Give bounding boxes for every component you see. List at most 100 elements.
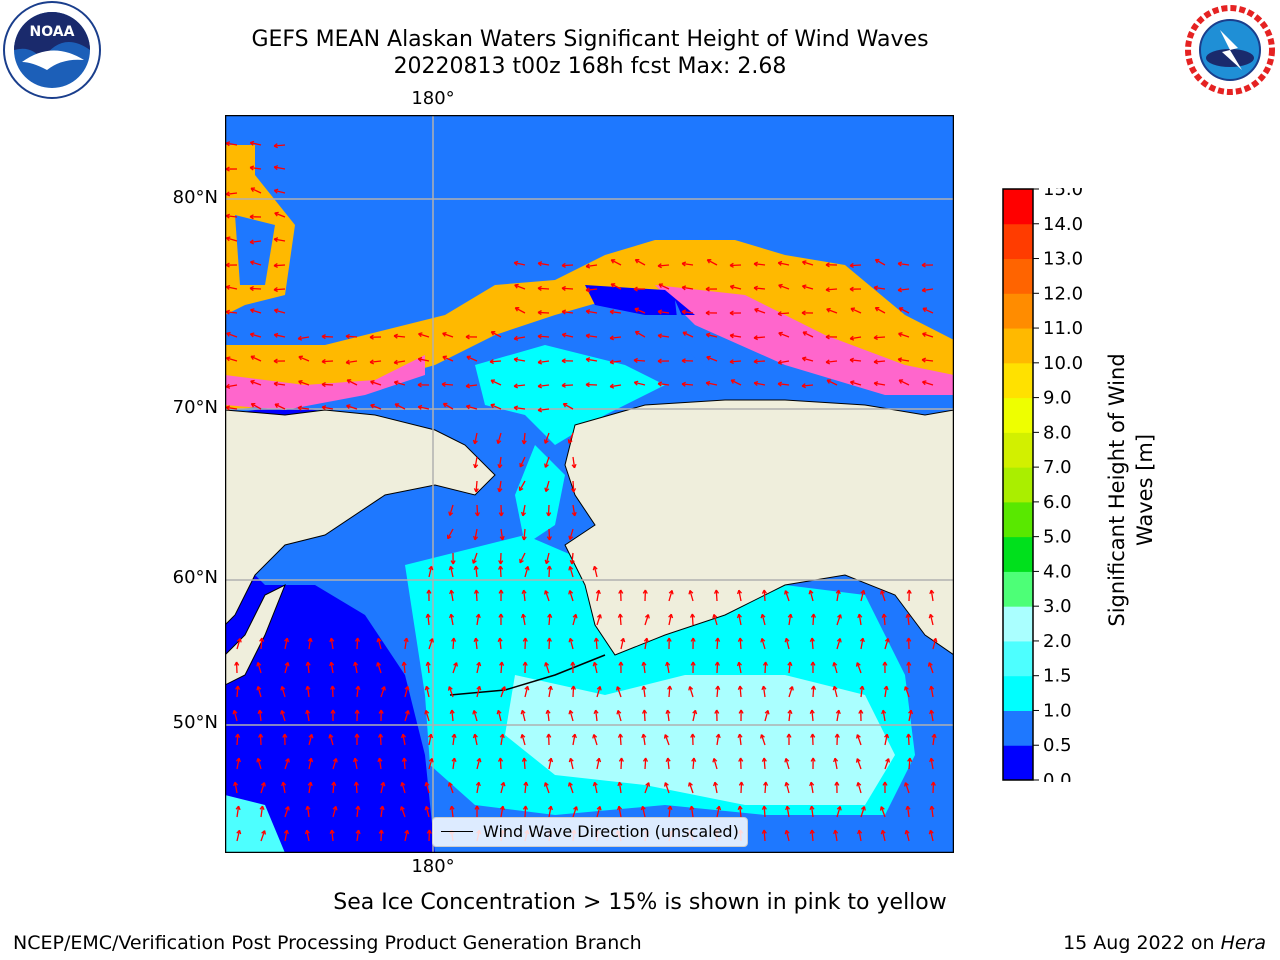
direction-arrow xyxy=(860,589,866,602)
direction-arrow xyxy=(737,685,743,698)
direction-arrow xyxy=(921,287,934,293)
direction-arrow xyxy=(712,781,719,794)
direction-arrow xyxy=(233,781,239,794)
direction-arrow xyxy=(544,480,550,493)
direction-arrow xyxy=(537,359,550,365)
direction-arrow xyxy=(634,330,646,338)
direction-arrow xyxy=(259,805,265,818)
direction-arrow xyxy=(568,637,574,650)
direction-arrow xyxy=(249,165,262,171)
direction-arrow xyxy=(377,757,383,770)
direction-arrow xyxy=(922,332,934,338)
direction-arrow xyxy=(906,637,912,650)
direction-arrow xyxy=(404,829,410,842)
direction-arrow xyxy=(354,733,360,746)
direction-arrow xyxy=(883,685,889,698)
footer-machine: Hera xyxy=(1220,932,1266,954)
footer-date: 15 Aug 2022 on Hera xyxy=(1063,932,1266,954)
direction-arrow xyxy=(273,237,286,243)
colorbar-segment xyxy=(1003,293,1033,329)
direction-arrow xyxy=(761,589,767,602)
direction-arrow xyxy=(524,565,530,578)
direction-arrow xyxy=(499,528,505,541)
direction-arrow xyxy=(353,757,359,770)
direction-arrow xyxy=(250,187,262,194)
direction-arrow xyxy=(369,334,382,340)
direction-arrow xyxy=(547,685,553,698)
direction-arrow xyxy=(760,734,766,746)
direction-arrow xyxy=(609,309,622,315)
direction-arrow xyxy=(490,379,502,386)
direction-arrow xyxy=(855,758,862,770)
direction-arrow xyxy=(761,685,767,698)
direction-arrow xyxy=(449,805,455,818)
direction-arrow xyxy=(596,805,602,818)
direction-arrow xyxy=(836,806,842,818)
direction-arrow xyxy=(329,661,335,674)
direction-arrow xyxy=(568,757,574,770)
direction-arrow xyxy=(249,332,262,338)
direction-arrow xyxy=(585,309,598,315)
direction-arrow xyxy=(761,757,767,770)
direction-arrow xyxy=(706,259,718,266)
direction-arrow xyxy=(618,589,624,602)
direction-arrow xyxy=(514,283,526,290)
direction-arrow xyxy=(400,733,407,746)
direction-arrow xyxy=(788,686,794,698)
direction-arrow xyxy=(519,456,526,468)
direction-arrow xyxy=(561,309,574,315)
direction-arrow xyxy=(784,829,790,842)
direction-arrow xyxy=(496,709,502,722)
direction-arrow xyxy=(284,661,290,674)
direction-arrow xyxy=(610,259,622,266)
direction-arrow xyxy=(568,590,574,602)
noaa-logo-text: NOAA xyxy=(30,24,75,40)
direction-arrow xyxy=(849,357,862,363)
direction-arrow xyxy=(473,528,479,541)
direction-arrow xyxy=(466,355,478,362)
direction-arrow xyxy=(633,357,646,363)
direction-arrow xyxy=(250,308,262,314)
direction-arrow xyxy=(448,504,454,516)
direction-arrow xyxy=(857,613,863,626)
direction-arrow xyxy=(424,805,430,818)
direction-arrow xyxy=(873,334,886,341)
direction-arrow xyxy=(825,287,838,293)
direction-arrow xyxy=(856,781,862,794)
direction-arrow xyxy=(513,383,526,389)
direction-arrow xyxy=(692,709,698,722)
direction-arrow xyxy=(393,359,406,365)
direction-arrow xyxy=(274,211,286,218)
direction-arrow xyxy=(345,333,358,339)
direction-arrow xyxy=(609,335,622,341)
direction-arrow xyxy=(715,733,721,746)
direction-arrow xyxy=(393,380,406,386)
direction-arrow xyxy=(399,806,406,818)
direction-arrow xyxy=(784,757,790,770)
direction-arrow xyxy=(668,613,674,626)
direction-arrow xyxy=(522,805,529,818)
direction-arrow xyxy=(513,357,526,363)
direction-arrow xyxy=(825,359,838,365)
direction-arrow xyxy=(280,685,286,698)
direction-arrow xyxy=(547,613,553,626)
direction-arrow xyxy=(801,310,814,316)
direction-arrow xyxy=(849,262,862,268)
direction-arrow xyxy=(834,781,840,794)
direction-arrow xyxy=(258,733,264,746)
direction-arrow xyxy=(810,661,816,674)
colorbar-segment xyxy=(1003,536,1033,572)
direction-arrow xyxy=(730,379,742,386)
direction-arrow xyxy=(225,213,238,219)
direction-arrow xyxy=(513,405,526,411)
direction-arrow xyxy=(308,757,314,770)
direction-arrow xyxy=(476,661,482,674)
direction-arrow xyxy=(249,239,262,245)
direction-arrow xyxy=(641,709,648,722)
colorbar-tick-label: 4.0 xyxy=(1043,561,1072,582)
colorbar-tick-label: 9.0 xyxy=(1043,388,1072,409)
ice-note: Sea Ice Concentration > 15% is shown in … xyxy=(333,890,947,915)
direction-arrow xyxy=(689,805,695,818)
direction-arrow xyxy=(785,805,791,818)
direction-arrow xyxy=(884,758,890,770)
